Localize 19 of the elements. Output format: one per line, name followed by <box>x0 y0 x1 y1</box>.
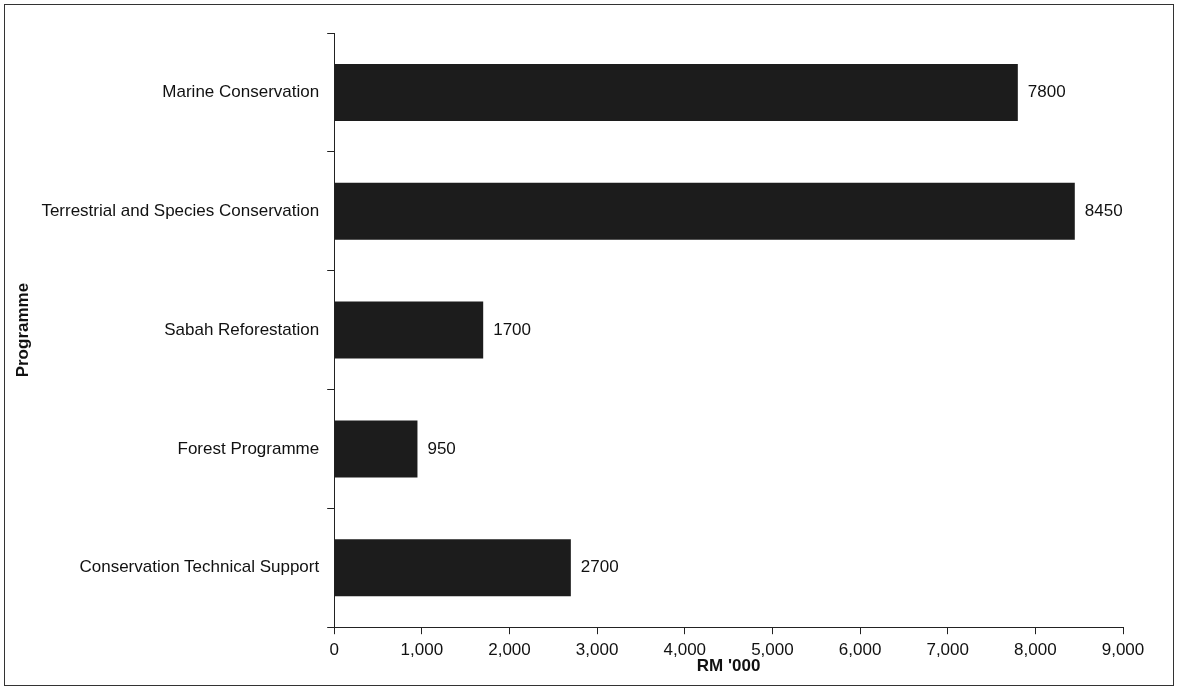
y-tick-label: Forest Programme <box>177 438 320 458</box>
data-label: 7800 <box>1027 82 1066 102</box>
data-label: 950 <box>427 438 456 458</box>
x-tick-label: 0 <box>329 640 339 660</box>
y-tick-label: Marine Conservation <box>162 82 320 102</box>
x-tick-label: 3,000 <box>575 640 619 660</box>
y-tick-label: Terrestrial and Species Conservation <box>41 200 320 220</box>
y-tick-label: Conservation Technical Support <box>79 557 320 577</box>
x-tick-label: 9,000 <box>1101 640 1145 660</box>
y-axis-title: Programme <box>12 282 32 378</box>
y-tick-label: Sabah Reforestation <box>164 319 320 339</box>
x-tick-label: 1,000 <box>400 640 444 660</box>
data-label: 2700 <box>580 557 619 577</box>
x-tick-label: 2,000 <box>488 640 531 660</box>
x-tick-label: 7,000 <box>926 640 969 660</box>
data-label: 1700 <box>493 319 532 339</box>
x-tick-label: 6,000 <box>838 640 882 660</box>
x-tick-label: 8,000 <box>1014 640 1057 660</box>
data-label: 8450 <box>1084 200 1123 220</box>
